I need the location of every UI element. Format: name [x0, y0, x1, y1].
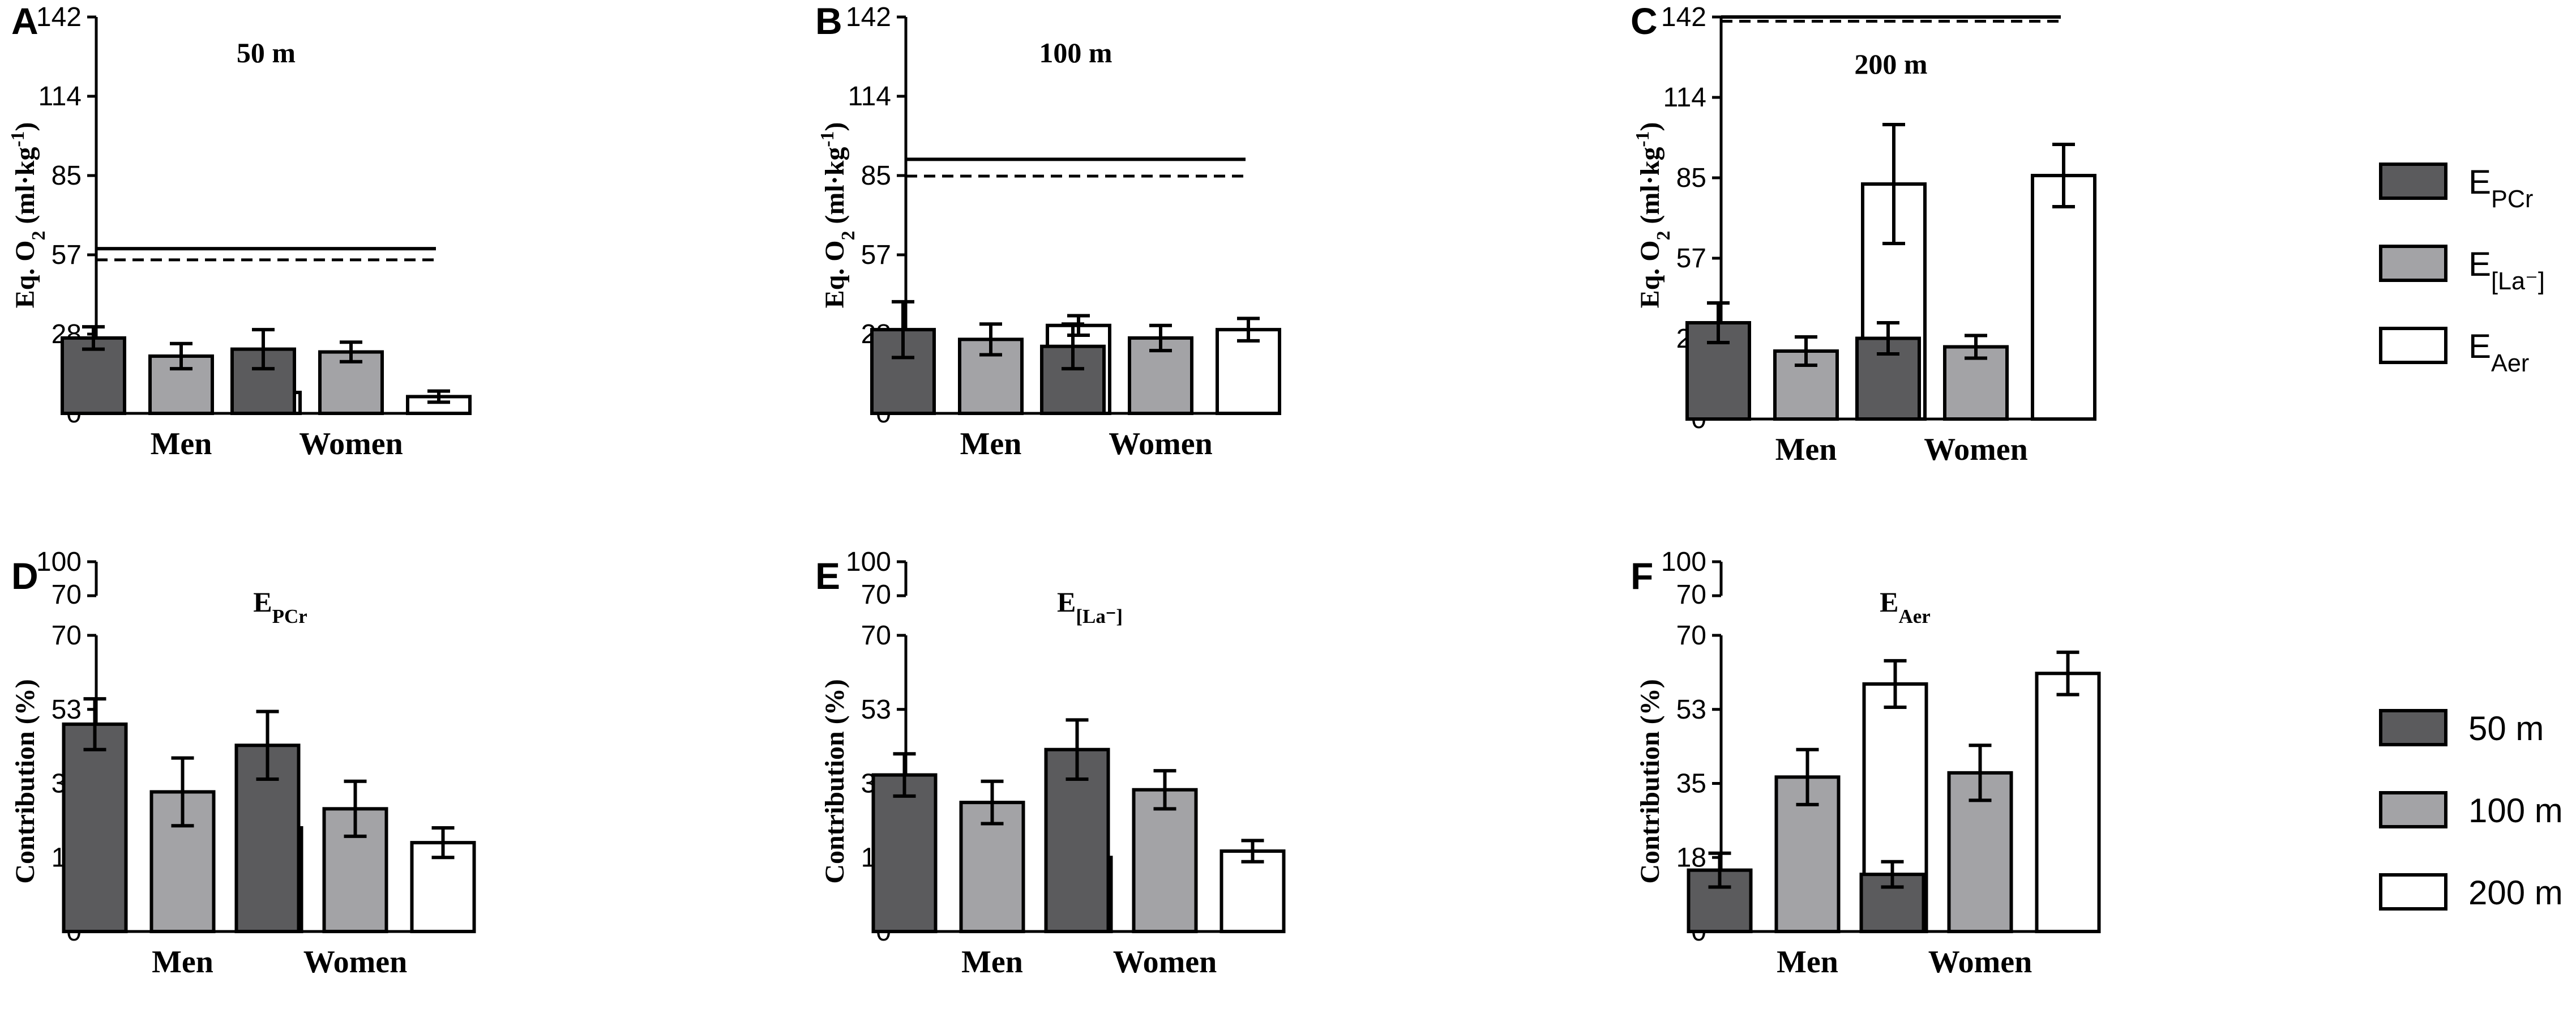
y-tick-label: 114: [38, 82, 82, 112]
panel-title: 50 m: [237, 37, 296, 69]
bar-women-2: [1216, 328, 1281, 415]
panel-letter: C: [1631, 0, 1658, 42]
panel-C: C0285785114142Eq. O2 (ml·kg-1)200 mMenWo…: [1631, 0, 2096, 467]
y-tick-label: 57: [861, 240, 891, 270]
category-label: Women: [1113, 945, 1217, 980]
bar-men-1: [1774, 775, 1841, 933]
legend-energy: EPCr E[La⁻] EAer: [2379, 163, 2545, 377]
y-axis-label: Eq. O2 (ml·kg-1): [817, 122, 859, 309]
bar-women-2: [1219, 849, 1286, 933]
y-tick-label: 85: [861, 161, 891, 191]
bar-women-2: [2035, 672, 2101, 933]
category-label: Men: [152, 945, 213, 980]
bar-women-2: [2031, 174, 2096, 421]
y-axis-label: Contribution (%): [820, 679, 850, 883]
panel-title: EPCr: [253, 586, 307, 627]
panel-F: F01835537070100Contribution (%)EAerMenWo…: [1631, 547, 2101, 980]
panel-A: A0285785114142Eq. O2 (ml·kg-1)50 mMenWom…: [7, 0, 472, 462]
legend-label: E[La⁻]: [2468, 245, 2545, 295]
y-tick-label: 70: [861, 580, 891, 610]
legend-swatch: [2379, 163, 2447, 200]
category-label: Women: [1924, 432, 2028, 467]
category-label: Men: [960, 426, 1022, 462]
category-label: Women: [1109, 426, 1213, 462]
y-tick-label: 70: [52, 621, 82, 651]
y-tick-label: 100: [846, 547, 891, 577]
category-label: Men: [151, 426, 212, 462]
category-label: Women: [303, 945, 408, 980]
panel-title: E[La⁻]: [1057, 586, 1123, 627]
y-tick-label: 53: [52, 695, 82, 725]
y-tick-label: 53: [1676, 695, 1706, 725]
legend-distance: 50 m 100 m 200 m: [2379, 709, 2563, 912]
y-axis-label: Eq. O2 (ml·kg-1): [7, 122, 49, 309]
category-label: Women: [299, 426, 403, 462]
y-tick-label: 70: [861, 621, 891, 651]
y-tick-label: 70: [1676, 580, 1706, 610]
legend-swatch: [2379, 709, 2447, 746]
panel-E: E01835537070100Contribution (%)E[La⁻]Men…: [815, 547, 1286, 980]
y-tick-label: 35: [1676, 769, 1706, 799]
y-tick-label: 85: [1676, 163, 1706, 193]
panel-D: D01835537070100Contribution (%)EPCrMenWo…: [10, 547, 476, 980]
panel-B: B0285785114142Eq. O2 (ml·kg-1)100 mMenWo…: [815, 0, 1281, 462]
legend-swatch: [2379, 873, 2447, 911]
panel-letter: D: [11, 555, 38, 597]
y-tick-label: 142: [1661, 2, 1706, 32]
y-tick-label: 70: [52, 580, 82, 610]
legend-label: 100 m: [2468, 792, 2563, 830]
y-tick-label: 70: [1676, 621, 1706, 651]
category-label: Men: [961, 945, 1023, 980]
y-tick-label: 57: [1676, 243, 1706, 274]
legend-swatch: [2379, 245, 2447, 282]
y-tick-label: 114: [848, 82, 891, 112]
y-tick-label: 57: [52, 240, 82, 270]
y-tick-label: 142: [846, 2, 891, 32]
bar-women-0: [1040, 344, 1106, 415]
legend-label: 200 m: [2468, 874, 2563, 912]
panel-letter: E: [815, 555, 840, 597]
y-tick-label: 100: [1661, 547, 1706, 577]
panel-letter: F: [1631, 555, 1653, 597]
bar-women-0: [1044, 747, 1110, 933]
y-axis-label: Eq. O2 (ml·kg-1): [1632, 122, 1674, 309]
bar-men-0: [871, 773, 938, 933]
legend-label: EAer: [2468, 327, 2529, 377]
y-tick-label: 114: [1663, 83, 1706, 113]
y-tick-label: 85: [52, 161, 82, 191]
legend-label: 50 m: [2468, 710, 2544, 747]
category-label: Men: [1775, 432, 1837, 467]
legend-swatch: [2379, 791, 2447, 828]
category-label: Women: [1928, 945, 2032, 980]
legend-label: EPCr: [2468, 163, 2533, 213]
bar-women-1: [1132, 788, 1198, 934]
panel-letter: A: [11, 0, 38, 42]
legend-swatch: [2379, 327, 2447, 364]
y-tick-label: 18: [1676, 843, 1706, 873]
y-tick-label: 100: [36, 547, 82, 577]
y-axis-label: Contribution (%): [10, 679, 40, 883]
panel-title: EAer: [1880, 586, 1931, 627]
y-tick-label: 53: [861, 695, 891, 725]
category-label: Men: [1777, 945, 1838, 980]
panel-title: 200 m: [1854, 48, 1927, 80]
bar-men-0: [62, 722, 128, 934]
y-axis-label: Contribution (%): [1635, 679, 1665, 883]
y-tick-label: 142: [36, 2, 82, 32]
panel-letter: B: [815, 0, 842, 42]
panel-title: 100 m: [1039, 37, 1112, 69]
